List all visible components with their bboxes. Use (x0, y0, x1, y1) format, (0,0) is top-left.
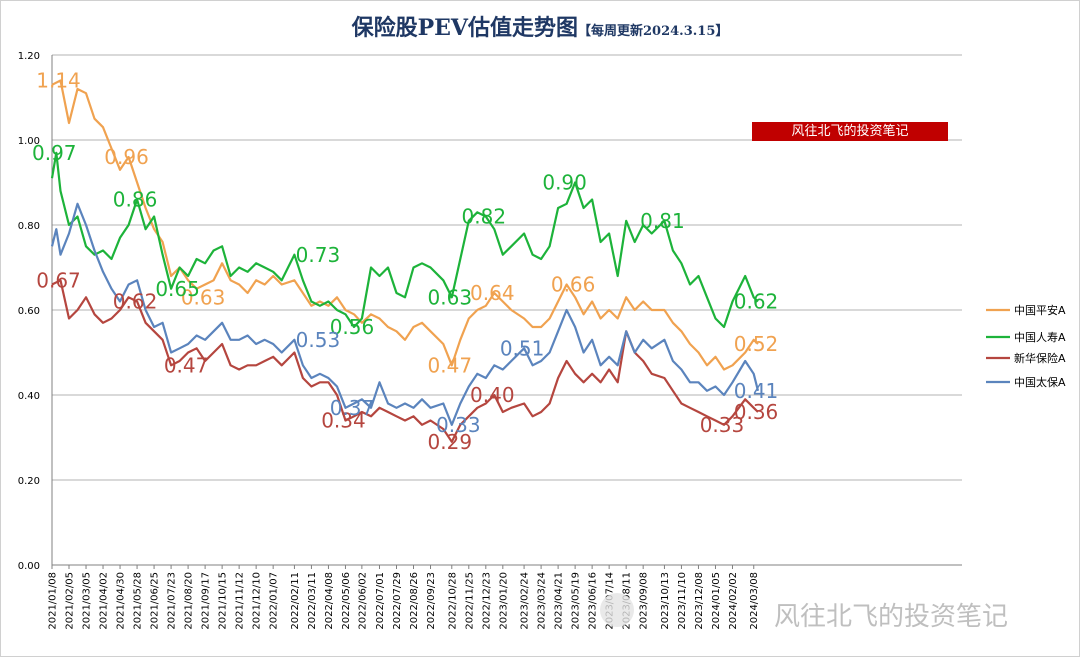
x-tick-label: 2021/07/23 (167, 572, 178, 630)
data-label: 0.82 (462, 205, 507, 229)
data-label: 0.73 (296, 243, 341, 267)
author-badge: 风往北飞的投资笔记 (752, 122, 948, 141)
x-tick-label: 2023/01/20 (498, 572, 509, 630)
legend: 中国平安A 中国人寿A 新华保险A 中国太保A (986, 303, 1066, 389)
series-line-renshou (50, 151, 759, 329)
x-tick-label: 2022/05/06 (341, 572, 352, 630)
y-axis: 0.00 0.20 0.40 0.60 0.80 1.00 1.20 (18, 51, 53, 572)
data-label: 0.62 (734, 290, 779, 314)
data-label: 0.62 (113, 290, 158, 314)
data-label: 0.97 (32, 141, 77, 165)
x-tick-label: 2023/10/13 (660, 572, 671, 630)
x-tick-label: 2021/08/20 (184, 572, 195, 630)
y-tick-label: 0.00 (18, 561, 40, 572)
x-tick-label: 2021/09/17 (201, 572, 212, 630)
data-label: 0.36 (734, 400, 779, 424)
legend-label: 中国人寿A (1014, 330, 1066, 344)
x-tick-label: 2022/09/23 (426, 572, 437, 630)
x-tick-label: 2022/02/11 (290, 572, 301, 630)
y-tick-label: 1.00 (18, 136, 40, 147)
data-label: 0.33 (700, 413, 745, 437)
data-label: 0.63 (428, 285, 473, 309)
data-label: 0.64 (470, 281, 515, 305)
x-tick-label: 2022/01/07 (269, 572, 280, 630)
data-label: 0.51 (500, 336, 545, 360)
y-tick-label: 0.60 (18, 306, 40, 317)
x-tick-label: 2021/01/08 (48, 572, 59, 630)
chart-title: 保险股PEV估值走势图【每周更新2024.3.15】 (0, 10, 1080, 42)
x-tick-label: 2023/09/08 (639, 572, 650, 630)
watermark-text: 风往北飞的投资笔记 (774, 602, 1009, 632)
x-tick-label: 2021/04/30 (116, 572, 127, 630)
x-tick-label: 2024/03/08 (749, 572, 760, 630)
x-tick-label: 2023/06/16 (588, 572, 599, 630)
data-label: 0.34 (321, 409, 366, 433)
x-axis: 2021/01/08 2021/02/05 2021/03/05 2021/04/02… (48, 564, 962, 630)
data-label: 0.81 (640, 209, 685, 233)
x-tick-label: 2021/10/15 (218, 572, 229, 630)
watermark-logo-icon (600, 593, 634, 627)
series-line-pingan (51, 79, 759, 371)
x-tick-label: 2022/04/08 (324, 572, 335, 630)
data-label: 0.86 (113, 188, 158, 212)
data-label: 0.47 (428, 353, 473, 377)
x-tick-label: 2022/08/26 (409, 572, 420, 630)
x-tick-label: 2022/07/01 (375, 572, 386, 630)
x-tick-label: 2021/06/25 (150, 572, 161, 630)
x-tick-label: 2021/04/02 (99, 572, 110, 630)
data-label: 0.29 (428, 430, 473, 454)
x-tick-label: 2021/03/05 (82, 572, 93, 630)
data-label: 1.14 (36, 69, 81, 93)
y-tick-label: 1.20 (18, 51, 40, 62)
data-labels: 1.14 0.96 0.63 0.47 0.64 0.66 0.52 0.97 0.86 0.65… (32, 69, 778, 454)
data-label: 0.41 (734, 379, 779, 403)
legend-label: 中国平安A (1014, 303, 1066, 317)
y-tick-label: 0.80 (18, 221, 40, 232)
series-line-taibao (50, 202, 760, 426)
data-label: 0.96 (104, 145, 149, 169)
chart-title-subtitle: 【每周更新2024.3.15】 (578, 24, 729, 39)
x-tick-label: 2024/01/05 (711, 572, 722, 630)
y-tick-label: 0.40 (18, 391, 40, 402)
x-tick-label: 2021/05/28 (133, 572, 144, 630)
x-tick-label: 2023/04/21 (554, 572, 565, 630)
legend-label: 新华保险A (1014, 351, 1066, 365)
x-tick-label: 2022/11/25 (464, 572, 475, 630)
data-label: 0.40 (470, 383, 515, 407)
x-tick-label: 2021/02/05 (65, 572, 76, 630)
series-line-xinhua (51, 279, 759, 443)
x-tick-label: 2023/11/10 (677, 572, 688, 630)
x-tick-label: 2022/12/23 (481, 572, 492, 630)
data-label: 0.52 (734, 332, 779, 356)
x-tick-label: 2023/12/08 (694, 572, 705, 630)
x-tick-label: 2022/06/02 (357, 572, 368, 630)
x-tick-label: 2021/12/10 (252, 572, 263, 630)
data-label: 0.33 (436, 413, 481, 437)
data-label: 0.47 (164, 353, 209, 377)
x-tick-label: 2023/03/24 (537, 572, 548, 630)
x-tick-label: 2022/03/11 (307, 572, 318, 630)
x-tick-label: 2022/07/29 (392, 572, 403, 630)
data-label: 0.53 (296, 328, 341, 352)
x-tick-label: 2023/05/19 (571, 572, 582, 630)
data-label: 0.65 (155, 277, 200, 301)
data-label: 0.56 (330, 315, 375, 339)
data-label: 0.63 (181, 285, 226, 309)
series-lines (50, 79, 760, 443)
data-label: 0.90 (542, 171, 587, 195)
x-tick-label: 2021/11/12 (235, 572, 246, 630)
x-tick-label: 2024/02/02 (728, 572, 739, 630)
x-tick-label: 2022/10/28 (447, 572, 458, 630)
legend-label: 中国太保A (1014, 375, 1066, 389)
data-label: 0.66 (551, 273, 596, 297)
y-tick-label: 0.20 (18, 476, 40, 487)
data-label: 0.37 (330, 396, 375, 420)
data-label: 0.67 (36, 268, 81, 292)
x-tick-label: 2023/02/24 (520, 572, 531, 630)
chart-title-main: 保险股PEV估值走势图 (351, 15, 578, 41)
